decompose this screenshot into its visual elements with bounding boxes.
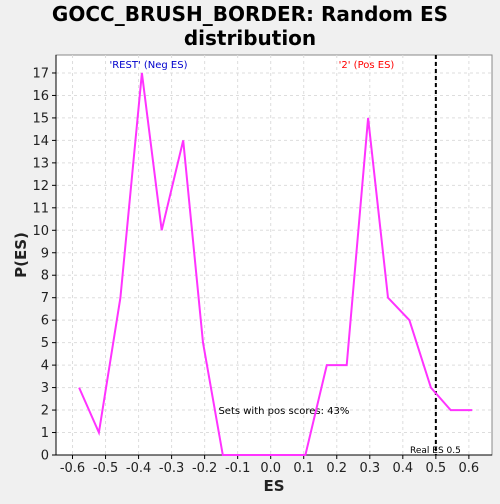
x-tick-label: -0.4 xyxy=(126,461,151,476)
x-tick-label: -0.2 xyxy=(192,461,217,476)
x-tick-label: -0.5 xyxy=(93,461,118,476)
annotation-label: 'REST' (Neg ES) xyxy=(109,60,187,71)
x-axis-label: ES xyxy=(263,477,284,495)
y-tick-label: 14 xyxy=(32,134,49,149)
chart-title-line: distribution xyxy=(184,26,316,50)
x-tick-label: 0.4 xyxy=(392,461,413,476)
y-tick-label: 5 xyxy=(41,336,49,351)
x-tick-label: 0.2 xyxy=(326,461,347,476)
plot-area xyxy=(56,55,492,455)
x-tick-label: 0.5 xyxy=(426,461,447,476)
y-tick-label: 17 xyxy=(32,66,49,81)
y-tick-label: 6 xyxy=(41,314,49,329)
x-tick-label: -0.1 xyxy=(225,461,250,476)
annotation-label: Sets with pos scores: 43% xyxy=(218,406,349,417)
y-tick-label: 2 xyxy=(41,404,49,419)
real-es-label: Real ES 0.5 xyxy=(410,446,461,456)
x-tick-label: 0.0 xyxy=(260,461,281,476)
y-tick-label: 15 xyxy=(32,111,49,126)
y-tick-label: 11 xyxy=(32,201,49,216)
annotation-label: '2' (Pos ES) xyxy=(339,60,395,71)
y-tick-label: 16 xyxy=(32,89,49,104)
x-tick-label: 0.6 xyxy=(459,461,480,476)
y-tick-label: 10 xyxy=(32,224,49,239)
y-tick-label: 4 xyxy=(41,359,49,374)
x-tick-label: -0.3 xyxy=(159,461,184,476)
x-tick-label: 0.1 xyxy=(293,461,314,476)
x-tick-label: -0.6 xyxy=(60,461,85,476)
x-tick-label: 0.3 xyxy=(359,461,380,476)
y-tick-label: 9 xyxy=(41,246,49,261)
y-tick-label: 3 xyxy=(41,381,49,396)
y-tick-label: 13 xyxy=(32,156,49,171)
y-tick-label: 8 xyxy=(41,269,49,284)
y-tick-label: 0 xyxy=(41,449,49,464)
y-tick-label: 12 xyxy=(32,179,49,194)
chart-title-line: GOCC_BRUSH_BORDER: Random ES xyxy=(52,2,448,26)
y-tick-label: 1 xyxy=(41,426,49,441)
y-axis-label: P(ES) xyxy=(12,232,30,278)
y-tick-label: 7 xyxy=(41,291,49,306)
